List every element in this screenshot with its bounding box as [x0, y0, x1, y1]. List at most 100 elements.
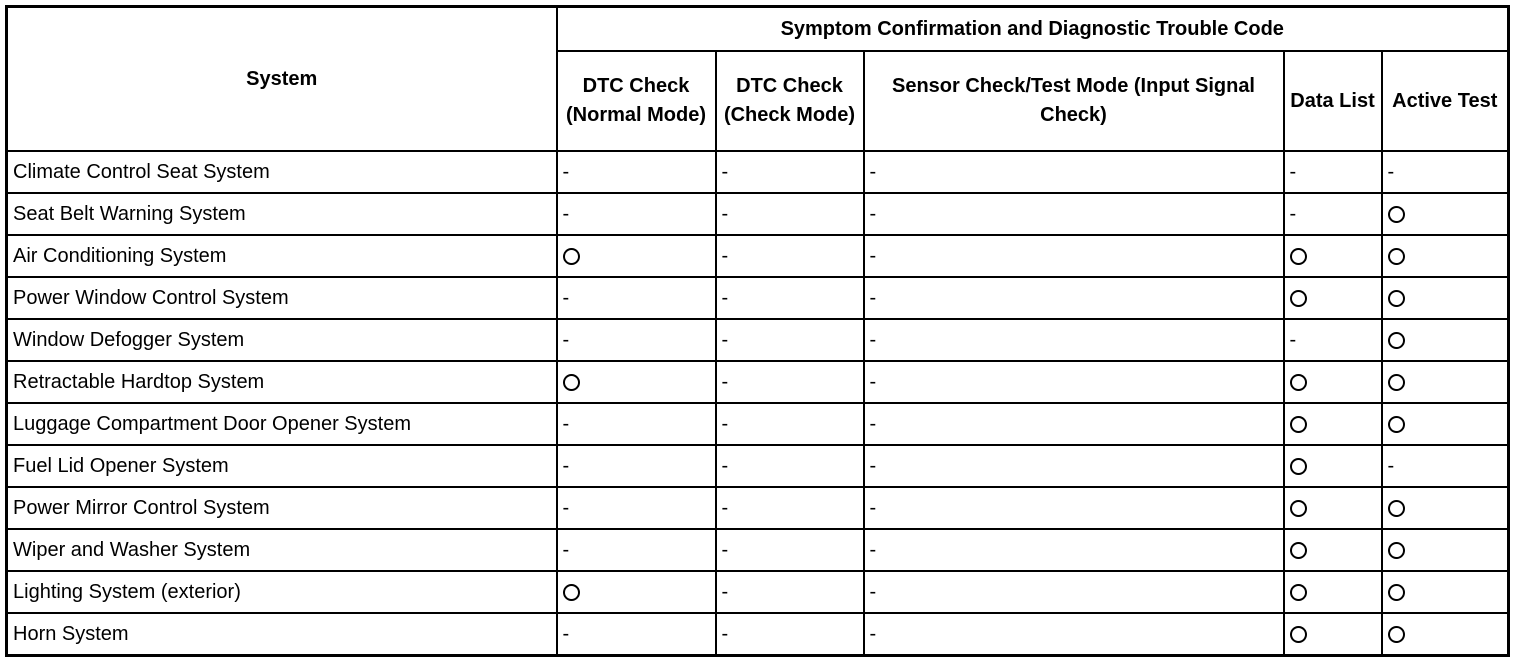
dash-mark: - [1289, 328, 1297, 351]
cell-data-list [1282, 444, 1383, 488]
dash-mark: - [562, 328, 570, 351]
cell-dtc-normal: - [555, 402, 717, 446]
dash-mark: - [869, 328, 877, 351]
circle-mark-icon [1387, 247, 1405, 265]
dash-mark: - [1289, 202, 1297, 225]
table-row: Retractable Hardtop System - - [5, 360, 1510, 404]
cell-active-test: - [1380, 444, 1510, 488]
system-name: Climate Control Seat System [5, 150, 558, 194]
cell-active-test [1380, 276, 1510, 320]
circle-mark-icon [1387, 373, 1405, 391]
cell-dtc-check: - [714, 360, 865, 404]
cell-sensor-check: - [862, 444, 1285, 488]
table-row: Air Conditioning System - - [5, 234, 1510, 278]
cell-dtc-normal [555, 360, 717, 404]
dash-mark: - [562, 202, 570, 225]
dash-mark: - [869, 286, 877, 309]
cell-dtc-check: - [714, 612, 865, 657]
cell-sensor-check: - [862, 192, 1285, 236]
dash-mark: - [1387, 160, 1395, 183]
cell-sensor-check: - [862, 234, 1285, 278]
dash-mark: - [869, 412, 877, 435]
dash-mark: - [869, 622, 877, 645]
cell-sensor-check: - [862, 318, 1285, 362]
dash-mark: - [1387, 454, 1395, 477]
dash-mark: - [721, 328, 729, 351]
cell-active-test [1380, 486, 1510, 530]
dash-mark: - [869, 160, 877, 183]
cell-dtc-normal [555, 234, 717, 278]
cell-active-test [1380, 192, 1510, 236]
cell-dtc-normal: - [555, 486, 717, 530]
circle-mark-icon [1387, 541, 1405, 559]
cell-data-list [1282, 402, 1383, 446]
system-name: Luggage Compartment Door Opener System [5, 402, 558, 446]
cell-dtc-check: - [714, 234, 865, 278]
cell-data-list: - [1282, 318, 1383, 362]
cell-data-list [1282, 276, 1383, 320]
system-name: Power Mirror Control System [5, 486, 558, 530]
dash-mark: - [562, 454, 570, 477]
cell-sensor-check: - [862, 360, 1285, 404]
cell-dtc-check: - [714, 276, 865, 320]
cell-active-test [1380, 402, 1510, 446]
dash-mark: - [721, 244, 729, 267]
cell-sensor-check: - [862, 612, 1285, 657]
cell-dtc-check: - [714, 570, 865, 614]
header-dtc-check: DTC Check (Check Mode) [714, 50, 865, 152]
cell-dtc-check: - [714, 318, 865, 362]
cell-data-list [1282, 360, 1383, 404]
cell-active-test [1380, 612, 1510, 657]
system-name: Wiper and Washer System [5, 528, 558, 572]
dash-mark: - [562, 496, 570, 519]
table-row: Lighting System (exterior) - - [5, 570, 1510, 614]
cell-data-list [1282, 612, 1383, 657]
circle-mark-icon [1387, 289, 1405, 307]
cell-dtc-check: - [714, 528, 865, 572]
cell-dtc-normal: - [555, 318, 717, 362]
table-row: Horn System - - - [5, 612, 1510, 657]
diagnostic-function-table: System Symptom Confirmation and Diagnost… [5, 5, 1510, 657]
cell-active-test: - [1380, 150, 1510, 194]
system-name: Seat Belt Warning System [5, 192, 558, 236]
circle-mark-icon [1289, 625, 1307, 643]
circle-mark-icon [562, 583, 580, 601]
cell-data-list: - [1282, 192, 1383, 236]
cell-dtc-normal: - [555, 612, 717, 657]
cell-active-test [1380, 528, 1510, 572]
dash-mark: - [721, 160, 729, 183]
cell-dtc-normal: - [555, 192, 717, 236]
dash-mark: - [869, 454, 877, 477]
cell-dtc-normal: - [555, 528, 717, 572]
cell-data-list [1282, 570, 1383, 614]
header-sensor-check: Sensor Check/Test Mode (Input Signal Che… [862, 50, 1285, 152]
system-name: Air Conditioning System [5, 234, 558, 278]
cell-dtc-normal [555, 570, 717, 614]
system-name: Horn System [5, 612, 558, 657]
circle-mark-icon [1289, 415, 1307, 433]
cell-sensor-check: - [862, 570, 1285, 614]
dash-mark: - [721, 286, 729, 309]
table-row: Climate Control Seat System - - - - - [5, 150, 1510, 194]
system-name: Fuel Lid Opener System [5, 444, 558, 488]
dash-mark: - [869, 370, 877, 393]
dash-mark: - [869, 538, 877, 561]
cell-sensor-check: - [862, 486, 1285, 530]
cell-dtc-check: - [714, 486, 865, 530]
cell-data-list [1282, 234, 1383, 278]
system-name: Lighting System (exterior) [5, 570, 558, 614]
cell-dtc-check: - [714, 444, 865, 488]
circle-mark-icon [1387, 583, 1405, 601]
dash-mark: - [562, 286, 570, 309]
circle-mark-icon [1289, 457, 1307, 475]
table-body: Climate Control Seat System - - - - - Seat Bel… [5, 150, 1510, 657]
system-name: Window Defogger System [5, 318, 558, 362]
circle-mark-icon [1289, 373, 1307, 391]
cell-dtc-check: - [714, 192, 865, 236]
circle-mark-icon [1387, 205, 1405, 223]
table-row: Power Mirror Control System - - - [5, 486, 1510, 530]
circle-mark-icon [1387, 625, 1405, 643]
cell-active-test [1380, 570, 1510, 614]
header-data-list: Data List [1282, 50, 1383, 152]
dash-mark: - [721, 580, 729, 603]
